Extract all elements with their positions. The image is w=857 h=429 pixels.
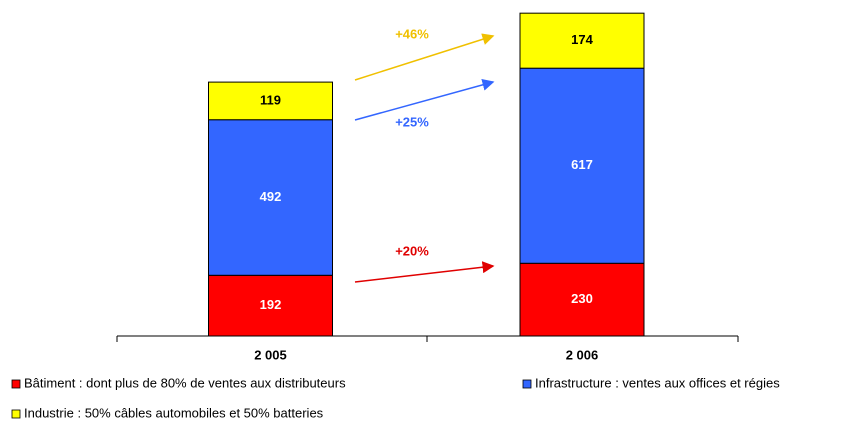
bar-segment [208, 81, 333, 121]
data-label: 119 [260, 92, 281, 107]
x-axis [116, 335, 739, 342]
data-label: 192 [260, 297, 282, 312]
legend-label: Bâtiment : dont plus de 80% de ventes au… [24, 375, 346, 390]
x-tick-label: 2 005 [254, 347, 287, 362]
legend-label: Infrastructure : ventes aux offices et r… [535, 375, 780, 390]
annotation: +20% [395, 243, 429, 258]
arrow [354, 33, 495, 81]
x-tick-label: 2 006 [566, 347, 599, 362]
legend-swatch [11, 379, 21, 389]
bar-segment [208, 119, 333, 276]
arrow [354, 261, 495, 283]
legend-swatch [522, 379, 532, 389]
data-label: 492 [260, 189, 282, 204]
bar-segment [208, 274, 333, 337]
data-label: 174 [571, 32, 593, 47]
legend-label: Industrie : 50% câbles automobiles et 50… [24, 405, 324, 420]
bar-segment [519, 12, 645, 69]
legend-swatch [11, 409, 21, 419]
annotation: +46% [395, 26, 429, 41]
annotation: +25% [395, 114, 429, 129]
arrow [354, 79, 495, 121]
data-label: 230 [571, 291, 593, 306]
data-label: 617 [571, 157, 593, 172]
